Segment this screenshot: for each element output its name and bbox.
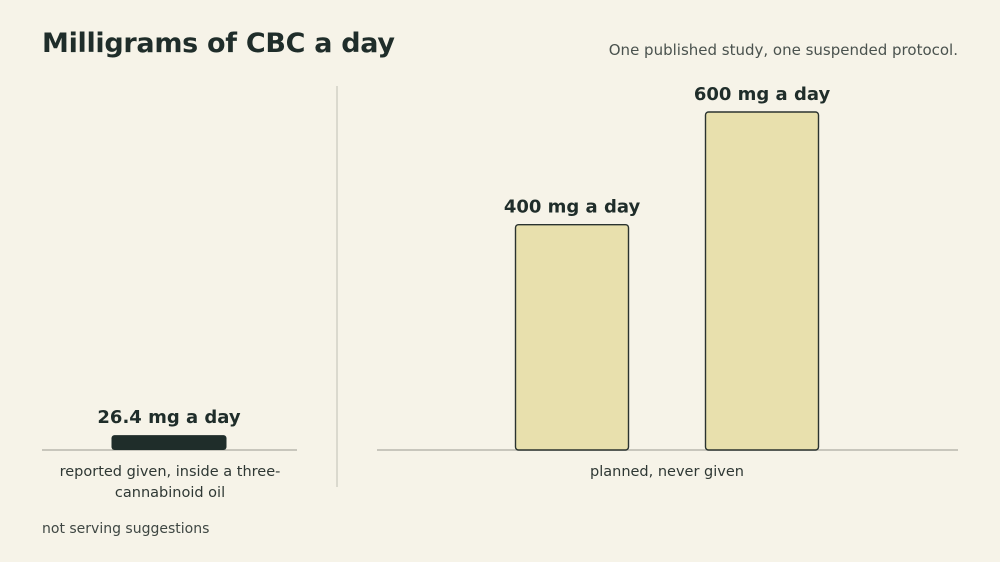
panel-given: 26.4 mg a day xyxy=(42,407,297,451)
chart-subtitle: One published study, one suspended proto… xyxy=(608,41,958,59)
bar-planned-0 xyxy=(514,223,630,451)
data-label-planned-0: 400 mg a day xyxy=(504,197,641,218)
chart-title: Milligrams of CBC a day xyxy=(42,28,395,59)
data-label-planned-1: 600 mg a day xyxy=(694,84,831,105)
panel-planned: 400 mg a day 600 mg a day xyxy=(377,84,958,451)
bar-given-0 xyxy=(111,435,227,450)
category-label-given: reported given, inside a three-cannabino… xyxy=(59,464,281,501)
footnote: not serving suggestions xyxy=(42,521,210,537)
category-label-planned: planned, never given xyxy=(590,464,744,480)
data-label-given-0: 26.4 mg a day xyxy=(97,407,240,428)
bar-planned-1 xyxy=(704,111,820,451)
